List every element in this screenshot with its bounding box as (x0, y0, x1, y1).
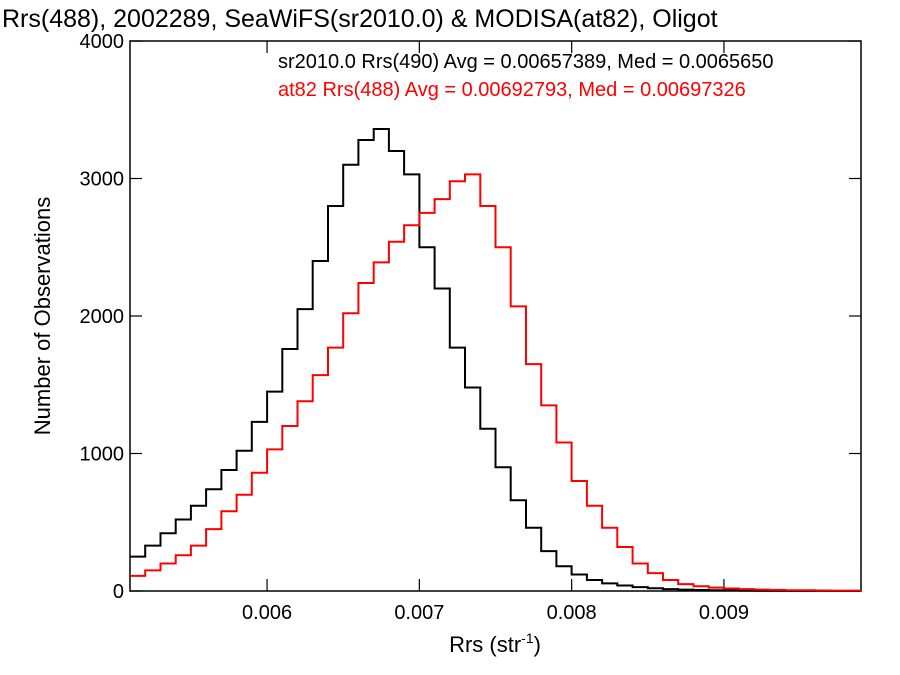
x-axis-label: Rrs (str-1) (449, 630, 541, 657)
x-axis-label-text: Rrs (str (449, 632, 521, 657)
x-tick-label: 0.006 (242, 602, 292, 624)
y-tick-label: 4000 (80, 31, 125, 53)
y-tick-label: 2000 (80, 306, 125, 328)
y-tick-label: 3000 (80, 169, 125, 191)
x-axis: 0.006 0.007 0.008 0.009 (242, 41, 749, 624)
histogram-series-1 (130, 128, 861, 592)
x-axis-label-close: ) (534, 632, 541, 657)
x-axis-label-superscript: -1 (521, 630, 534, 646)
chart-title: Rrs(488), 2002289, SeaWiFS(sr2010.0) & M… (2, 5, 718, 33)
legend-entry-series-2: at82 Rrs(488) Avg = 0.00692793, Med = 0.… (278, 79, 746, 101)
y-tick-label: 1000 (80, 444, 125, 466)
plot-frame (129, 40, 862, 592)
y-axis-label: Number of Observations (30, 197, 55, 435)
x-tick-label: 0.009 (699, 602, 749, 624)
y-tick-label: 0 (113, 581, 124, 603)
legend-entry-series-1: sr2010.0 Rrs(490) Avg = 0.00657389, Med … (278, 51, 774, 73)
histogram-series-2 (130, 173, 862, 592)
series-layer (130, 128, 862, 592)
x-tick-label: 0.007 (394, 602, 444, 624)
y-axis: 0 1000 2000 3000 4000 (80, 31, 861, 603)
x-tick-label: 0.008 (547, 602, 597, 624)
